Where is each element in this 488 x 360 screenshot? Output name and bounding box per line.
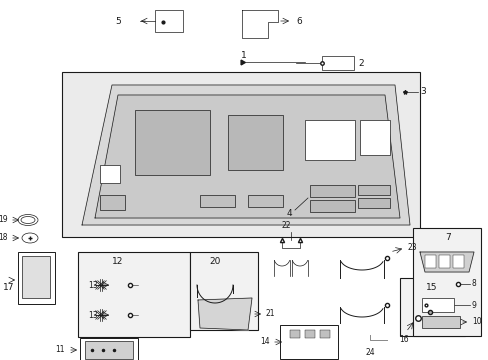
Bar xyxy=(289,330,299,338)
Bar xyxy=(359,120,389,155)
Bar xyxy=(424,255,435,268)
Text: 2: 2 xyxy=(357,58,363,68)
Bar xyxy=(305,120,354,160)
Text: 3: 3 xyxy=(419,86,425,95)
Bar xyxy=(22,256,50,298)
Bar xyxy=(200,195,235,207)
Bar xyxy=(78,252,190,337)
Text: 13: 13 xyxy=(88,310,98,320)
Bar xyxy=(155,10,183,32)
Bar xyxy=(305,330,314,338)
Bar xyxy=(80,338,138,360)
Bar xyxy=(438,255,449,268)
Text: 9: 9 xyxy=(471,301,476,310)
Polygon shape xyxy=(198,298,251,330)
Text: 22: 22 xyxy=(281,221,290,230)
Bar xyxy=(190,252,258,330)
Text: 21: 21 xyxy=(265,310,275,319)
Bar xyxy=(227,115,283,170)
Bar xyxy=(62,72,419,237)
Bar xyxy=(247,195,283,207)
Ellipse shape xyxy=(18,215,38,225)
Text: 24: 24 xyxy=(365,348,374,357)
Bar xyxy=(452,255,463,268)
Text: 18: 18 xyxy=(0,234,8,243)
Bar xyxy=(412,228,480,336)
Polygon shape xyxy=(419,252,473,272)
Text: 11: 11 xyxy=(55,346,65,355)
Text: 7: 7 xyxy=(444,234,450,243)
Bar xyxy=(18,252,55,304)
Bar xyxy=(421,316,459,328)
Bar xyxy=(357,198,389,208)
Bar xyxy=(100,165,120,183)
Text: 6: 6 xyxy=(295,17,301,26)
Bar xyxy=(357,185,389,195)
Text: 15: 15 xyxy=(426,284,437,292)
Polygon shape xyxy=(95,95,399,218)
Bar xyxy=(100,195,125,210)
Bar xyxy=(421,298,453,312)
Text: 14: 14 xyxy=(260,338,269,346)
Text: 8: 8 xyxy=(471,279,476,288)
Bar xyxy=(85,341,133,359)
Text: 13: 13 xyxy=(88,280,98,289)
Text: 1: 1 xyxy=(241,50,246,59)
Bar xyxy=(280,325,337,359)
Bar xyxy=(135,110,209,175)
Ellipse shape xyxy=(21,216,35,224)
Text: 16: 16 xyxy=(398,335,408,344)
Bar xyxy=(309,185,354,197)
Text: 10: 10 xyxy=(471,318,481,327)
Text: 20: 20 xyxy=(209,257,220,266)
Text: 12: 12 xyxy=(112,257,123,266)
Text: 23: 23 xyxy=(406,243,416,252)
Text: 4: 4 xyxy=(285,208,291,217)
Polygon shape xyxy=(242,10,278,38)
Text: 17: 17 xyxy=(3,284,15,292)
Text: 5: 5 xyxy=(115,17,121,26)
Bar xyxy=(309,200,354,212)
Ellipse shape xyxy=(22,233,38,243)
Bar xyxy=(319,330,329,338)
Text: 19: 19 xyxy=(0,216,8,225)
Polygon shape xyxy=(82,85,409,225)
Bar xyxy=(321,56,353,70)
Bar xyxy=(399,278,464,336)
